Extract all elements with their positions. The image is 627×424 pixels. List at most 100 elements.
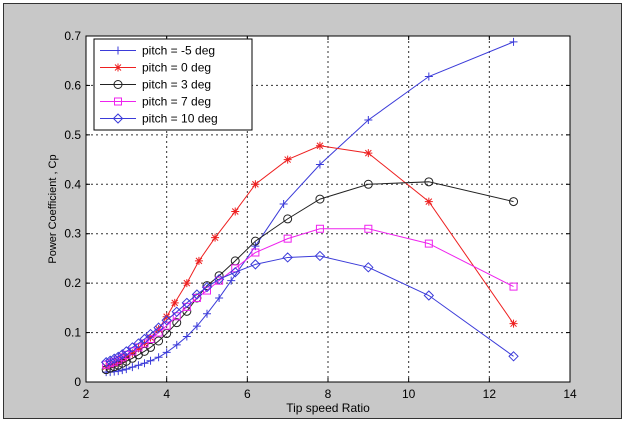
legend-entry-label: pitch = -5 deg (142, 44, 215, 58)
data-point (127, 342, 138, 353)
data-point (182, 279, 191, 288)
data-point (117, 349, 128, 360)
data-point (423, 290, 435, 301)
y-tick-label: 0.7 (64, 29, 81, 43)
data-point (203, 309, 211, 318)
data-point (283, 214, 293, 224)
series-line (105, 255, 514, 363)
data-point (227, 276, 236, 285)
data-point (201, 281, 213, 293)
data-point (134, 361, 143, 370)
data-point (172, 318, 182, 328)
data-point (121, 346, 132, 357)
data-point (172, 312, 181, 321)
x-tick-label: 6 (244, 387, 251, 401)
data-point (146, 333, 155, 342)
data-point (109, 353, 120, 364)
data-point (146, 334, 155, 343)
chart-figure: 2 4 6 8 10 12 14 0 0.1 0.2 0.3 0.4 0.5 0.6 0.7 Tip spee… (3, 3, 622, 419)
data-point (509, 197, 519, 207)
data-point (140, 339, 149, 348)
data-point (509, 319, 518, 328)
data-point (113, 351, 124, 362)
y-tick-label: 0.3 (64, 227, 81, 241)
y-tick-label: 0.2 (64, 276, 81, 290)
data-point (315, 194, 325, 204)
data-point (101, 365, 111, 375)
data-point (315, 141, 324, 150)
data-point (146, 356, 155, 365)
x-axis-label: Tip speed Ratio (286, 401, 370, 415)
data-point (100, 357, 112, 368)
data-point (172, 340, 181, 349)
y-tick-label: 0.4 (64, 177, 81, 191)
data-point (364, 149, 373, 158)
data-point (170, 298, 179, 307)
data-point (424, 239, 433, 248)
data-point (154, 336, 164, 346)
data-point (424, 197, 433, 206)
data-point (508, 351, 519, 362)
data-point (171, 306, 182, 318)
y-axis-label: Power Coefficient , Cp (47, 154, 59, 263)
data-point (191, 289, 203, 300)
legend-entry-label: pitch = 7 deg (142, 95, 211, 109)
data-point (231, 207, 240, 216)
data-point (162, 312, 171, 321)
data-point (112, 113, 124, 124)
data-point (140, 359, 149, 368)
data-point (251, 248, 260, 257)
legend-entry-label: pitch = 10 deg (142, 112, 218, 126)
data-point (145, 328, 156, 340)
data-point (509, 37, 518, 46)
x-tick-label: 14 (563, 387, 577, 401)
data-point (215, 293, 224, 302)
data-point (363, 262, 374, 273)
x-tick-label: 4 (163, 387, 170, 401)
y-tick-label: 0.6 (64, 78, 81, 92)
data-point (114, 63, 122, 72)
y-tick-label: 0.5 (64, 128, 81, 142)
data-point (162, 321, 171, 330)
data-point (363, 179, 373, 189)
data-point (192, 322, 201, 331)
chart-svg: 2 4 6 8 10 12 14 0 0.1 0.2 0.3 0.4 0.5 0.6 0.7 Tip spee… (47, 29, 577, 415)
data-point (128, 349, 137, 358)
data-point (315, 224, 324, 233)
data-point (154, 328, 163, 337)
data-point (315, 160, 324, 169)
data-point (283, 155, 292, 164)
series-4 (100, 250, 519, 368)
data-point (114, 46, 122, 55)
data-point (282, 252, 293, 263)
data-point (509, 282, 518, 291)
data-point (424, 72, 433, 81)
data-point (250, 259, 261, 270)
x-tick-label: 8 (325, 387, 332, 401)
data-point (364, 116, 373, 125)
data-point (279, 200, 288, 209)
data-point (194, 256, 203, 265)
data-point (202, 281, 212, 291)
x-tick-label: 12 (483, 387, 497, 401)
data-point (161, 315, 172, 326)
data-point (113, 80, 123, 89)
data-point (213, 273, 225, 285)
x-tick-label: 10 (402, 387, 416, 401)
data-point (128, 363, 137, 372)
data-point (181, 297, 193, 309)
data-point (364, 224, 373, 233)
data-point (153, 322, 164, 333)
data-point (162, 348, 171, 357)
data-point (133, 338, 144, 349)
legend-entry-label: pitch = 3 deg (142, 78, 211, 92)
plot-border (85, 35, 571, 383)
legend-entry-label: pitch = 0 deg (142, 61, 211, 75)
data-point (314, 250, 326, 262)
data-point (230, 267, 241, 278)
y-tick-label: 0 (74, 375, 81, 389)
data-point (182, 332, 191, 341)
data-point (154, 353, 163, 362)
data-point (104, 355, 116, 366)
data-point (211, 233, 220, 242)
